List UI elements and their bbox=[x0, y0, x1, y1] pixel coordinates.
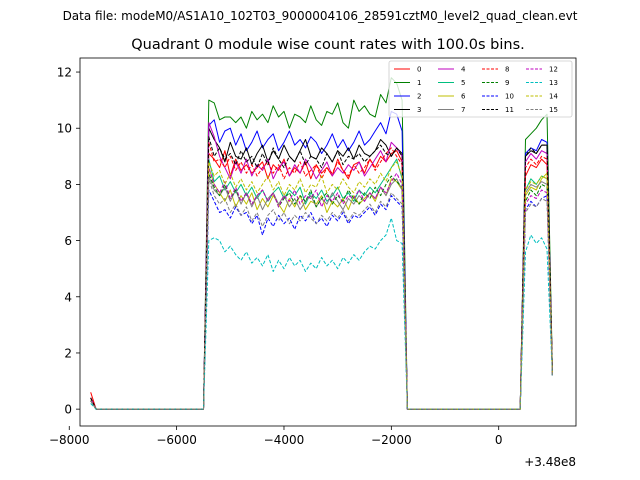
figure-suptitle: Data file: modeM0/AS1A10_102T03_90000041… bbox=[63, 9, 578, 23]
series-line-11 bbox=[90, 136, 553, 410]
x-tick-label: −4000 bbox=[264, 433, 305, 447]
y-tick-label: 12 bbox=[57, 66, 72, 80]
y-tick-label: 0 bbox=[64, 403, 72, 417]
legend-label-7: 7 bbox=[461, 106, 465, 114]
legend-label-3: 3 bbox=[417, 106, 421, 114]
legend-label-0: 0 bbox=[417, 66, 421, 74]
x-offset-label: +3.48e8 bbox=[524, 455, 576, 469]
chart-title: Quadrant 0 module wise count rates with … bbox=[131, 37, 525, 53]
legend-label-4: 4 bbox=[461, 66, 466, 74]
plot-frame bbox=[79, 57, 577, 427]
legend-label-15: 15 bbox=[549, 106, 558, 114]
legend-label-13: 13 bbox=[549, 79, 558, 87]
legend-label-2: 2 bbox=[417, 93, 421, 101]
legend-frame bbox=[388, 60, 573, 118]
legend-label-11: 11 bbox=[505, 106, 514, 114]
legend-label-6: 6 bbox=[461, 93, 466, 101]
legend-label-5: 5 bbox=[461, 79, 465, 87]
legend-label-1: 1 bbox=[417, 79, 421, 87]
x-tick-label: −8000 bbox=[49, 433, 90, 447]
legend-label-12: 12 bbox=[549, 66, 558, 74]
legend-label-14: 14 bbox=[549, 93, 558, 101]
legend-label-9: 9 bbox=[505, 79, 509, 87]
y-tick-label: 4 bbox=[64, 290, 72, 304]
y-tick-label: 10 bbox=[57, 122, 72, 136]
y-tick-label: 6 bbox=[64, 234, 72, 248]
y-tick-label: 2 bbox=[64, 346, 72, 360]
y-tick-label: 8 bbox=[64, 178, 72, 192]
x-tick-label: −2000 bbox=[371, 433, 412, 447]
legend-label-8: 8 bbox=[505, 66, 509, 74]
series-line-15 bbox=[90, 178, 553, 410]
series-line-14 bbox=[90, 161, 553, 410]
x-tick-label: −6000 bbox=[156, 433, 197, 447]
series-layer bbox=[90, 77, 553, 410]
legend-label-10: 10 bbox=[505, 93, 514, 101]
series-line-12 bbox=[90, 167, 553, 410]
x-tick-label: 0 bbox=[495, 433, 503, 447]
series-line-13 bbox=[90, 217, 553, 410]
